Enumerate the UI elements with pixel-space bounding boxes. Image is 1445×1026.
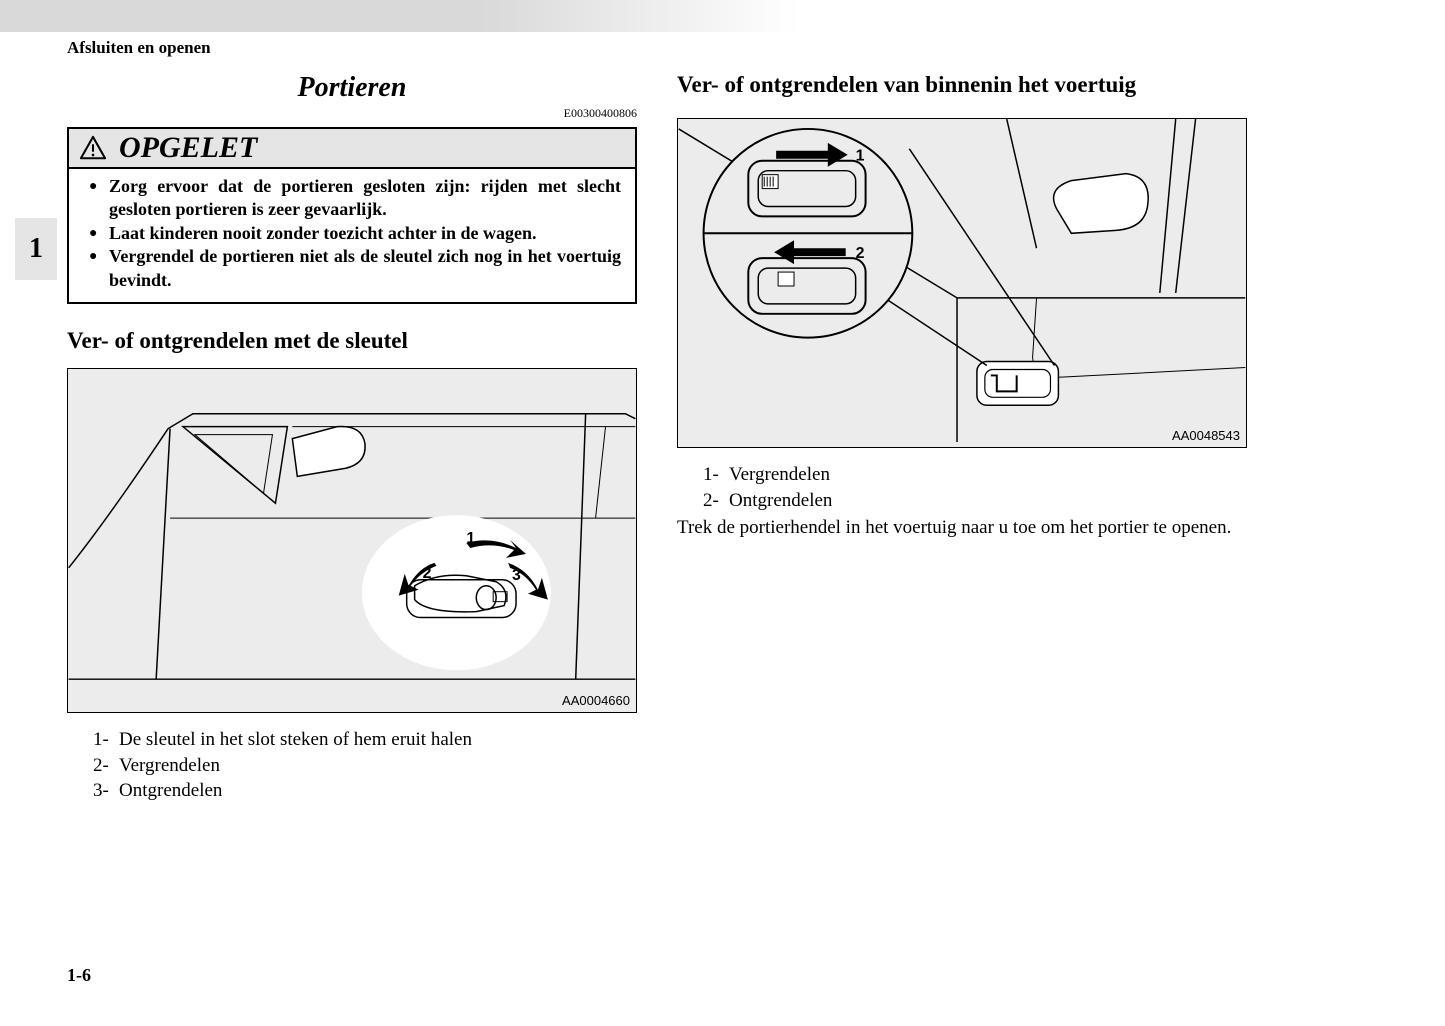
body-text: Trek de portierhendel in het voertuig na… [677,515,1247,541]
chapter-tab-number: 1 [29,233,43,265]
page-number: 1-6 [67,965,91,986]
legend-text: Ontgrendelen [119,778,222,804]
legend-text: De sleutel in het slot steken of hem eru… [119,727,472,753]
caution-item: Zorg ervoor dat de portieren gesloten zi… [89,175,621,222]
legend-row: 2- Vergrendelen [93,753,637,779]
caution-body: Zorg ervoor dat de portieren gesloten zi… [69,169,635,302]
reference-code: E00300400806 [67,106,637,121]
legend-num: 1- [93,727,119,753]
legend-row: 3- Ontgrendelen [93,778,637,804]
subheading-interior: Ver- of ontgrendelen van binnenin het vo… [677,72,1247,98]
legend-interior: 1- Vergrendelen 2- Ontgrendelen [677,462,1247,513]
chapter-header: Afsluiten en openen [67,38,211,58]
interior-handle-diagram: 1 2 [678,119,1246,447]
legend-num: 3- [93,778,119,804]
caution-header: OPGELET [69,129,635,169]
legend-num: 2- [93,753,119,779]
caution-box: OPGELET Zorg ervoor dat de portieren ges… [67,127,637,304]
legend-row: 1- De sleutel in het slot steken of hem … [93,727,637,753]
label-2: 2 [423,565,432,582]
label-2: 2 [856,245,865,262]
right-column: Ver- of ontgrendelen van binnenin het vo… [677,60,1247,804]
label-1: 1 [856,148,865,165]
legend-text: Vergrendelen [119,753,220,779]
page-content: Portieren E00300400806 OPGELET Zorg ervo… [67,60,1252,804]
section-title: Portieren [67,72,637,104]
legend-text: Ontgrendelen [729,488,832,514]
figure-exterior-handle: 1 2 3 AA0004660 [67,368,637,713]
legend-row: 2- Ontgrendelen [703,488,1247,514]
caution-item: Laat kinderen nooit zonder toezicht acht… [89,222,621,245]
left-column: Portieren E00300400806 OPGELET Zorg ervo… [67,60,637,804]
subheading-key: Ver- of ontgrendelen met de sleutel [67,328,637,354]
figure-code: AA0048543 [1172,428,1240,443]
legend-exterior: 1- De sleutel in het slot steken of hem … [67,727,637,804]
caution-title: OPGELET [119,131,257,165]
label-3: 3 [512,567,521,584]
header-gradient [0,0,800,32]
chapter-tab: 1 [15,218,57,280]
caution-item: Vergrendel de portieren niet als de sleu… [89,245,621,292]
label-1: 1 [466,530,475,547]
exterior-handle-diagram: 1 2 3 [68,369,636,712]
legend-num: 2- [703,488,729,514]
warning-icon [79,135,107,161]
figure-interior-handle: 1 2 AA0048543 [677,118,1247,448]
legend-row: 1- Vergrendelen [703,462,1247,488]
figure-code: AA0004660 [562,693,630,708]
legend-num: 1- [703,462,729,488]
legend-text: Vergrendelen [729,462,830,488]
